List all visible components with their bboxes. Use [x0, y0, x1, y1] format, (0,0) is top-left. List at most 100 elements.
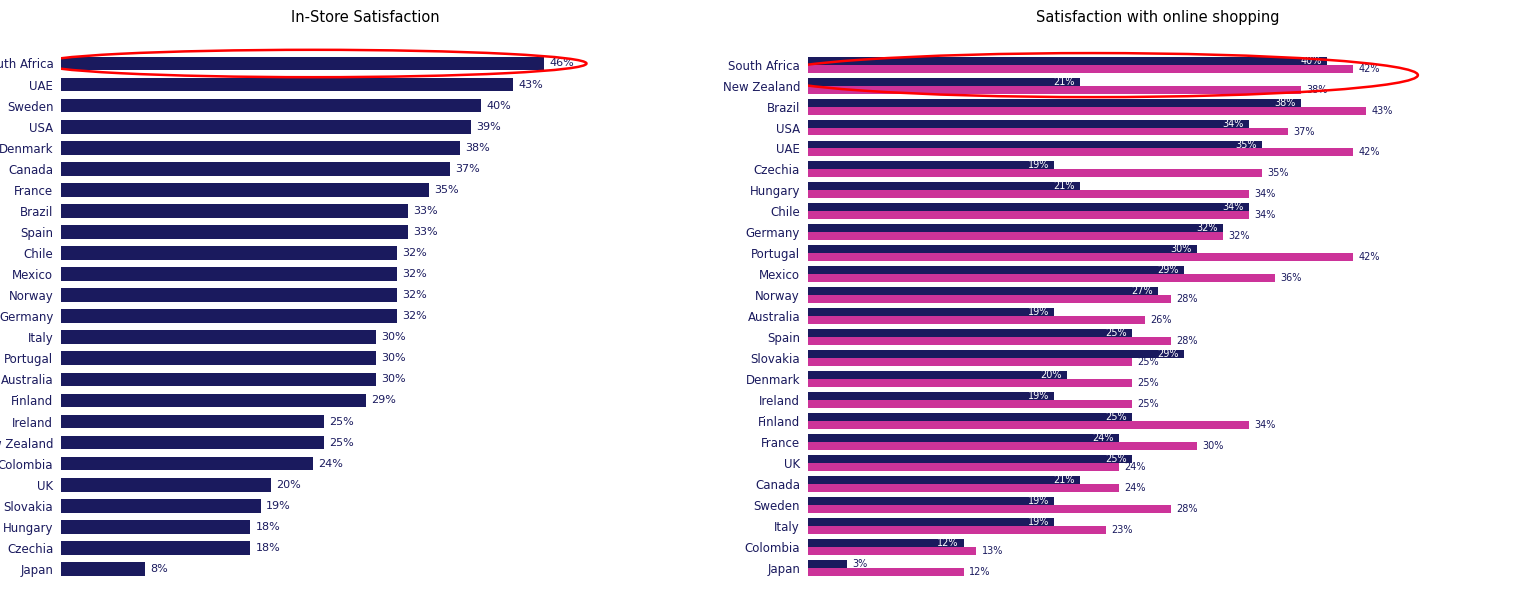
Text: 13%: 13%: [981, 546, 1003, 556]
Bar: [808, 77, 1081, 85]
Text: 20%: 20%: [276, 480, 302, 490]
Bar: [808, 56, 1327, 64]
Text: 35%: 35%: [1268, 168, 1289, 179]
Text: 18%: 18%: [256, 522, 280, 532]
Bar: [61, 330, 376, 344]
Bar: [61, 204, 408, 218]
Bar: [808, 547, 977, 555]
Bar: [61, 162, 450, 176]
Bar: [61, 56, 544, 71]
Bar: [808, 274, 1276, 282]
Bar: [808, 358, 1132, 366]
Bar: [808, 64, 1353, 72]
Text: 35%: 35%: [434, 185, 459, 195]
Bar: [808, 128, 1288, 136]
Text: 25%: 25%: [1105, 412, 1128, 422]
Bar: [808, 400, 1132, 408]
Text: 28%: 28%: [1177, 294, 1198, 304]
Text: 46%: 46%: [550, 58, 575, 69]
Text: 34%: 34%: [1222, 119, 1244, 128]
Text: 38%: 38%: [1306, 85, 1327, 95]
Text: 32%: 32%: [402, 311, 427, 321]
Bar: [61, 183, 428, 196]
Bar: [61, 457, 314, 470]
Text: 30%: 30%: [1170, 244, 1192, 254]
Bar: [808, 246, 1198, 254]
Text: 43%: 43%: [518, 80, 543, 90]
Text: 28%: 28%: [1177, 504, 1198, 514]
Text: 38%: 38%: [466, 142, 491, 153]
Text: 21%: 21%: [1053, 77, 1074, 87]
Text: 26%: 26%: [1151, 315, 1172, 325]
Bar: [808, 463, 1119, 471]
Bar: [808, 316, 1145, 324]
Text: 30%: 30%: [381, 332, 407, 342]
Text: 23%: 23%: [1111, 525, 1132, 535]
Title: Satisfaction with online shopping: Satisfaction with online shopping: [1036, 10, 1280, 25]
Bar: [61, 78, 514, 91]
Bar: [808, 505, 1172, 513]
Text: 20%: 20%: [1041, 370, 1062, 380]
Text: 8%: 8%: [151, 564, 168, 574]
Bar: [808, 442, 1198, 450]
Text: 32%: 32%: [402, 248, 427, 258]
Bar: [808, 190, 1250, 198]
Bar: [808, 350, 1184, 358]
Bar: [61, 541, 250, 554]
Bar: [808, 526, 1106, 534]
Bar: [808, 434, 1119, 442]
Bar: [61, 414, 323, 429]
Bar: [808, 421, 1250, 429]
Bar: [808, 85, 1301, 93]
Text: 39%: 39%: [475, 122, 501, 131]
Text: 3%: 3%: [852, 559, 867, 569]
Bar: [808, 266, 1184, 274]
Text: 34%: 34%: [1254, 189, 1276, 200]
Text: 33%: 33%: [413, 227, 437, 237]
Bar: [808, 211, 1250, 219]
Text: 40%: 40%: [486, 101, 512, 111]
Bar: [808, 169, 1262, 177]
Bar: [808, 287, 1158, 295]
Text: 32%: 32%: [1228, 231, 1250, 241]
Bar: [61, 141, 460, 155]
Text: 18%: 18%: [256, 543, 280, 553]
Text: 24%: 24%: [1125, 462, 1146, 472]
Text: 34%: 34%: [1254, 420, 1276, 430]
Text: 35%: 35%: [1236, 139, 1257, 149]
Text: 32%: 32%: [402, 290, 427, 300]
Text: 42%: 42%: [1358, 252, 1379, 262]
Bar: [808, 203, 1250, 211]
Bar: [808, 484, 1119, 492]
Text: 19%: 19%: [1027, 496, 1049, 506]
Text: 12%: 12%: [969, 567, 991, 577]
Bar: [808, 329, 1132, 337]
Bar: [808, 337, 1172, 345]
Text: 25%: 25%: [1137, 357, 1160, 367]
Text: 19%: 19%: [265, 501, 291, 511]
Text: 32%: 32%: [1196, 223, 1218, 233]
Text: 25%: 25%: [1137, 378, 1160, 388]
Bar: [808, 232, 1224, 240]
Text: 33%: 33%: [413, 206, 437, 216]
Bar: [808, 149, 1353, 157]
Text: 25%: 25%: [329, 438, 354, 448]
Bar: [61, 478, 271, 492]
Text: 40%: 40%: [1300, 56, 1321, 66]
Bar: [808, 371, 1067, 379]
Text: 29%: 29%: [370, 395, 396, 405]
Bar: [808, 539, 963, 547]
Text: 24%: 24%: [319, 459, 343, 468]
Bar: [808, 568, 963, 576]
Text: 29%: 29%: [1158, 349, 1180, 359]
Bar: [61, 520, 250, 534]
Bar: [61, 309, 398, 323]
Text: 24%: 24%: [1125, 483, 1146, 493]
Bar: [808, 476, 1081, 484]
Bar: [808, 224, 1224, 232]
Bar: [61, 246, 398, 260]
Text: 42%: 42%: [1358, 147, 1379, 157]
Text: 30%: 30%: [1202, 441, 1224, 451]
Bar: [808, 308, 1055, 316]
Bar: [61, 267, 398, 281]
